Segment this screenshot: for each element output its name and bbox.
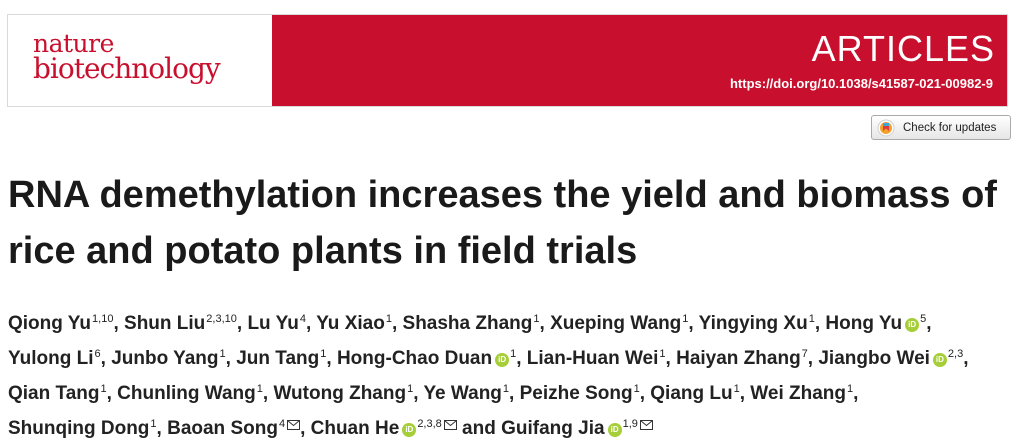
orcid-icon[interactable]: iD (905, 318, 920, 332)
author-name-text: Shun Liu (124, 313, 206, 334)
author-name-text: Shunqing Dong (8, 418, 150, 439)
logo-text-biotechnology: biotechnology (33, 52, 221, 85)
email-icon[interactable] (639, 420, 653, 430)
email-icon[interactable] (287, 420, 301, 430)
author-name[interactable]: Jiangbo Wei iD 2,3 (818, 348, 963, 369)
author-name[interactable]: Wutong Zhang1 (273, 383, 413, 404)
affiliation-marker: 1 (502, 383, 510, 395)
crossmark-icon (877, 119, 895, 136)
affiliation-marker: 1 (533, 313, 540, 325)
author-name-text: Hong Yu (825, 313, 903, 334)
affiliation-marker: 1,9 (622, 418, 638, 430)
author-name[interactable]: Yu Xiao1 (316, 313, 392, 334)
email-icon[interactable] (443, 420, 457, 430)
author-name-text: Qiang Lu (650, 383, 733, 404)
author-name-text: Qiong Yu (8, 313, 92, 334)
affiliation-marker: 2,3 (947, 348, 964, 360)
author-name[interactable]: Baoan Song4 (167, 418, 301, 439)
section-label: ARTICLES (811, 28, 995, 69)
author-name-text: Yingying Xu (698, 313, 808, 334)
orcid-icon[interactable]: iD (402, 423, 417, 437)
affiliation-marker: 1,10 (92, 313, 114, 325)
author-name[interactable]: Qiong Yu1,10 (8, 313, 113, 334)
author-name[interactable]: Qian Tang1 (8, 383, 107, 404)
affiliation-marker: 1 (407, 383, 414, 395)
author-name[interactable]: Hong-Chao Duan iD 1 (337, 348, 516, 369)
affiliation-marker: 4 (299, 313, 306, 325)
author-name-text: Guifang Jia (501, 418, 605, 439)
author-name-text: Jiangbo Wei (818, 348, 930, 369)
author-name-text: Jun Tang (236, 348, 320, 369)
check-for-updates-button[interactable]: Check for updates (871, 115, 1011, 140)
author-name-text: Ye Wang (423, 383, 502, 404)
author-name-text: Chunling Wang (117, 383, 256, 404)
author-name[interactable]: Qiang Lu1 (650, 383, 739, 404)
author-name[interactable]: Chuan He iD 2,3,8 (311, 418, 457, 439)
author-name-text: Qian Tang (8, 383, 100, 404)
author-name-text: Junbo Yang (111, 348, 219, 369)
author-name[interactable]: Lu Yu4 (247, 313, 306, 334)
affiliation-marker: 1 (219, 348, 226, 360)
journal-logo[interactable]: nature biotechnology (8, 15, 272, 106)
author-name-text: Chuan He (310, 418, 400, 439)
author-name[interactable]: Guifang Jia iD 1,9 (501, 418, 653, 439)
affiliation-marker: 1 (733, 383, 740, 395)
affiliation-marker: 1 (510, 348, 517, 360)
doi-link[interactable]: https://doi.org/10.1038/s41587-021-00982… (729, 76, 993, 91)
author-name-text: Xueping Wang (550, 313, 682, 334)
orcid-icon[interactable]: iD (495, 353, 510, 367)
author-name[interactable]: Shun Liu2,3,10 (124, 313, 237, 334)
header-banner: ARTICLES https://doi.org/10.1038/s41587-… (272, 15, 1007, 106)
author-name-text: Wutong Zhang (273, 383, 407, 404)
affiliation-marker: 2,3,8 (417, 418, 442, 430)
author-name[interactable]: Hong Yu iD 5 (825, 313, 926, 334)
author-name[interactable]: Ye Wang1 (423, 383, 509, 404)
article-title: RNA demethylation increases the yield an… (8, 174, 997, 272)
affiliation-marker: 1 (385, 313, 392, 325)
author-name-text: Lu Yu (247, 313, 299, 334)
author-name[interactable]: Haiyan Zhang7 (676, 348, 808, 369)
check-for-updates-label: Check for updates (903, 121, 997, 134)
affiliation-marker: 4 (278, 418, 286, 430)
affiliation-marker: 1 (100, 383, 107, 395)
author-name[interactable]: Chunling Wang1 (117, 383, 263, 404)
affiliation-marker: 7 (801, 348, 808, 360)
author-name[interactable]: Yingying Xu1 (699, 313, 815, 334)
author-name[interactable]: Peizhe Song1 (520, 383, 640, 404)
author-name-text: Yulong Li (8, 348, 94, 369)
author-name-text: Hong-Chao Duan (336, 348, 493, 369)
author-name-text: Yu Xiao (316, 313, 385, 334)
affiliation-marker: 1 (633, 383, 640, 395)
affiliation-marker: 6 (94, 348, 101, 360)
author-name[interactable]: Wei Zhang1 (750, 383, 853, 404)
author-name[interactable]: Junbo Yang1 (111, 348, 225, 369)
journal-header: nature biotechnology ARTICLES https://do… (7, 14, 1008, 107)
orcid-icon[interactable]: iD (607, 423, 622, 437)
author-name[interactable]: Shasha Zhang1 (403, 313, 540, 334)
author-name[interactable]: Shunqing Dong1 (8, 418, 157, 439)
author-name[interactable]: Xueping Wang1 (550, 313, 688, 334)
affiliation-marker: 1 (808, 313, 815, 325)
author-name-text: Peizhe Song (519, 383, 633, 404)
author-name-text: Shasha Zhang (402, 313, 533, 334)
author-name[interactable]: Jun Tang1 (236, 348, 326, 369)
logo-text-nature: nature (33, 29, 114, 58)
affiliation-marker: 1 (659, 348, 666, 360)
author-name-text: Haiyan Zhang (676, 348, 801, 369)
affiliation-marker: 1 (847, 383, 854, 395)
affiliation-marker: 1 (256, 383, 263, 395)
author-name[interactable]: Yulong Li6 (8, 348, 101, 369)
affiliation-marker: 2,3,10 (206, 313, 237, 325)
author-name[interactable]: Lian-Huan Wei1 (527, 348, 666, 369)
affiliation-marker: 5 (920, 313, 927, 325)
author-name-text: Baoan Song (167, 418, 278, 439)
author-name-text: Wei Zhang (750, 383, 846, 404)
affiliation-marker: 1 (320, 348, 327, 360)
orcid-icon[interactable]: iD (932, 353, 947, 367)
author-list: Qiong Yu1,10, Shun Liu2,3,10, Lu Yu4, Yu… (8, 313, 969, 439)
author-name-text: Lian-Huan Wei (526, 348, 659, 369)
affiliation-marker: 1 (150, 418, 157, 430)
affiliation-marker: 1 (682, 313, 689, 325)
